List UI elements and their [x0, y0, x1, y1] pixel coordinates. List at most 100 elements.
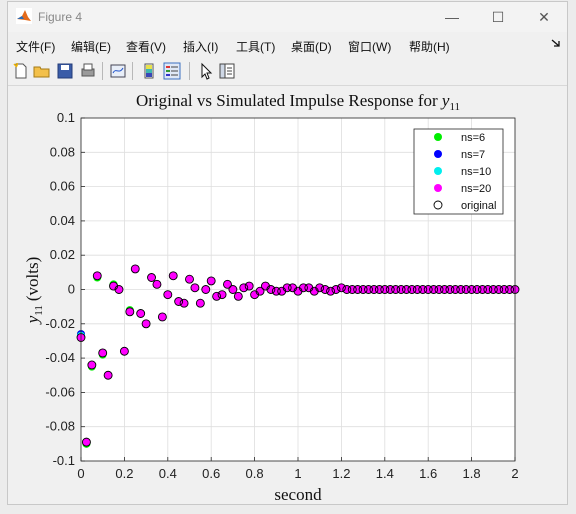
- legend[interactable]: ns=6 ns=7 ns=10 ns=20 original: [413, 128, 504, 215]
- x-tick-label: 1.8: [463, 466, 481, 481]
- data-point: [407, 285, 417, 294]
- x-tick-label: 0.6: [202, 466, 220, 481]
- data-point: [163, 290, 172, 299]
- data-point: [217, 290, 227, 300]
- y-tick-label: -0.08: [45, 419, 75, 434]
- data-point: [92, 271, 102, 281]
- data-point: [174, 297, 184, 306]
- menu-view[interactable]: 查看(V): [126, 40, 166, 54]
- data-point: [130, 264, 140, 274]
- x-tick-label: 0.2: [115, 466, 133, 481]
- data-point: [180, 299, 189, 308]
- data-point: [358, 285, 368, 294]
- close-button[interactable]: ✕: [538, 9, 550, 25]
- legend-label: ns=20: [461, 183, 491, 195]
- data-point: [391, 285, 401, 294]
- x-axis-label: second: [274, 485, 322, 504]
- y-axis-label-unit: (volts): [23, 257, 42, 301]
- data-point: [223, 280, 232, 289]
- legend-label: ns=7: [461, 149, 485, 161]
- menu-help[interactable]: 帮助(H): [409, 40, 450, 54]
- data-point: [228, 285, 237, 294]
- data-point: [374, 285, 384, 294]
- data-point: [282, 283, 292, 293]
- data-point: [239, 283, 249, 293]
- legend-label: ns=6: [461, 132, 485, 144]
- data-point: [185, 274, 194, 284]
- legend-icon[interactable]: [163, 62, 181, 80]
- legend-marker: [434, 150, 442, 158]
- link-plot-icon[interactable]: [109, 62, 127, 80]
- edit-plot-icon[interactable]: [197, 62, 215, 80]
- data-point: [494, 285, 504, 294]
- data-point: [190, 283, 199, 292]
- data-point: [429, 285, 439, 294]
- menu-edit[interactable]: 编辑(E): [71, 40, 111, 54]
- menu-insert[interactable]: 插入(I): [183, 40, 219, 54]
- minimize-button[interactable]: —: [445, 9, 459, 25]
- x-tick-label: 0.8: [246, 466, 264, 481]
- matlab-icon: [16, 8, 32, 24]
- legend-marker: [434, 184, 442, 192]
- data-point: [179, 298, 189, 308]
- data-point: [185, 275, 194, 284]
- colorbar-icon[interactable]: [140, 62, 158, 80]
- data-point: [233, 291, 243, 301]
- save-icon[interactable]: [56, 62, 74, 80]
- data-point: [456, 285, 466, 294]
- data-point: [347, 285, 357, 294]
- toolbar: [8, 57, 567, 86]
- axes-box: [80, 117, 516, 462]
- menu-file[interactable]: 文件(F): [16, 40, 56, 54]
- data-point: [298, 283, 308, 293]
- title-bar[interactable]: Figure 4 — ☐ ✕: [8, 2, 567, 32]
- x-tick-labels: 0 0.2 0.4 0.6 0.8 1 1.2 1.4 1.6 1.8 2: [77, 466, 518, 481]
- maximize-button[interactable]: ☐: [491, 9, 505, 25]
- y-tick-label: 0.06: [50, 179, 75, 194]
- new-figure-icon[interactable]: [12, 62, 30, 80]
- data-point: [98, 348, 107, 357]
- data-point: [218, 290, 227, 299]
- legend-label: original: [461, 200, 496, 212]
- data-point: [147, 273, 156, 282]
- data-point: [440, 285, 449, 294]
- x-tick-label: 0: [77, 466, 84, 481]
- data-point: [396, 285, 406, 294]
- data-point: [104, 371, 113, 380]
- menu-tools[interactable]: 工具(T): [236, 40, 276, 54]
- data-point: [266, 285, 276, 294]
- data-point: [445, 285, 455, 294]
- data-point: [98, 348, 108, 358]
- menu-desktop[interactable]: 桌面(D): [291, 40, 332, 54]
- y-axis-label: y11 (volts): [23, 257, 45, 326]
- print-icon[interactable]: [79, 62, 97, 80]
- data-point: [315, 283, 325, 293]
- property-inspector-icon[interactable]: [218, 62, 236, 80]
- y-axis-label-sub: 11: [33, 305, 45, 316]
- arrow-icon[interactable]: [551, 38, 561, 48]
- data-point: [450, 285, 460, 294]
- data-point: [342, 285, 352, 294]
- data-point: [255, 286, 265, 296]
- y-tick-label: 0.02: [50, 247, 75, 262]
- data-point: [190, 283, 200, 293]
- legend-label: ns=10: [461, 166, 491, 178]
- data-point: [223, 279, 232, 289]
- data-point: [87, 360, 97, 370]
- data-point: [195, 298, 205, 308]
- data-point: [380, 285, 390, 294]
- data-point: [320, 285, 330, 294]
- menu-window[interactable]: 窗口(W): [348, 40, 392, 54]
- data-point: [234, 292, 243, 301]
- data-point: [201, 285, 211, 294]
- open-file-icon[interactable]: [33, 62, 51, 80]
- data-point: [331, 285, 341, 294]
- data-point: [158, 312, 167, 321]
- data-point: [136, 309, 145, 318]
- toolbar-separator: [102, 62, 103, 80]
- data-point: [488, 285, 498, 294]
- x-tick-label: 2: [511, 466, 518, 481]
- data-point: [499, 285, 509, 294]
- data-point: [152, 279, 162, 289]
